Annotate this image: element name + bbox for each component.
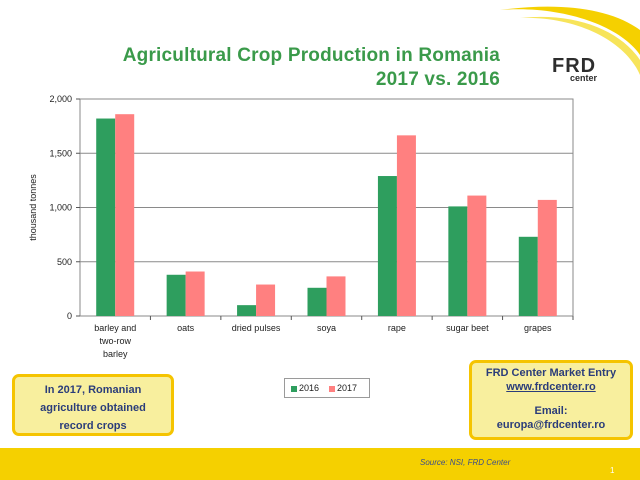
website-link[interactable]: www.frdcenter.ro	[506, 381, 596, 393]
chart-title-line1: Agricultural Crop Production in Romania	[122, 45, 500, 66]
bar-2017-0	[115, 114, 135, 316]
y-tick-label: 1,000	[49, 203, 72, 213]
record-crops-callout: In 2017, Romanian agriculture obtained r…	[12, 374, 174, 436]
legend-label-2016: 2016	[299, 383, 320, 393]
x-tick-label: sugar beet	[446, 323, 489, 333]
x-tick-label: barley and	[94, 323, 136, 333]
source-note: Source: NSI, FRD Center	[420, 458, 511, 467]
bar-2017-2	[256, 284, 276, 316]
chart-title: Agricultural Crop Production in Romania …	[60, 44, 500, 92]
legend-swatch-2016	[291, 385, 297, 392]
x-tick-label: oats	[177, 323, 195, 333]
footer-bar	[0, 448, 640, 480]
callout-line2: agriculture obtained	[40, 402, 146, 414]
legend-item-2017: 2017	[329, 383, 357, 393]
y-tick-label: 2,000	[49, 94, 72, 104]
x-tick-label: soya	[317, 323, 336, 333]
contact-title: FRD Center Market Entry	[485, 367, 617, 379]
x-tick-label: barley	[103, 349, 128, 359]
logo-main-text: FRD	[552, 55, 597, 77]
x-tick-label: two-row	[99, 336, 131, 346]
bar-2016-6	[518, 236, 538, 316]
bar-2016-1	[166, 274, 186, 316]
x-tick-label: grapes	[524, 323, 552, 333]
bar-2016-0	[96, 118, 116, 316]
callout-line3: record crops	[59, 420, 127, 432]
bar-2017-4	[396, 135, 416, 316]
chart-legend: 2016 2017	[284, 378, 370, 398]
frd-center-logo: FRD center	[552, 55, 622, 85]
bar-2016-4	[377, 176, 397, 316]
email-label: Email:	[534, 405, 568, 417]
x-tick-label: dried pulses	[232, 323, 281, 333]
legend-swatch-2017	[329, 385, 335, 392]
bar-2017-6	[537, 199, 557, 316]
email-address[interactable]: europa@frdcenter.ro	[496, 419, 606, 431]
page-number: 1	[610, 466, 615, 475]
logo-sub-text: center	[570, 73, 598, 83]
y-tick-label: 500	[57, 257, 72, 267]
bar-2016-2	[237, 305, 257, 316]
callout-line1: In 2017, Romanian	[44, 384, 142, 396]
bar-2017-1	[185, 271, 205, 316]
x-tick-label: rape	[388, 323, 406, 333]
y-tick-label: 1,500	[49, 148, 72, 158]
legend-item-2016: 2016	[291, 383, 319, 393]
legend-label-2017: 2017	[337, 383, 358, 393]
contact-box: FRD Center Market Entry www.frdcenter.ro…	[469, 360, 633, 440]
bar-2016-3	[307, 287, 327, 316]
bar-2016-5	[448, 206, 468, 316]
y-axis-label: thousand tonnes	[28, 174, 38, 241]
bar-2017-5	[467, 195, 487, 316]
y-tick-label: 0	[67, 311, 72, 321]
chart-title-line2: 2017 vs. 2016	[375, 69, 500, 90]
bar-2017-3	[326, 276, 346, 316]
